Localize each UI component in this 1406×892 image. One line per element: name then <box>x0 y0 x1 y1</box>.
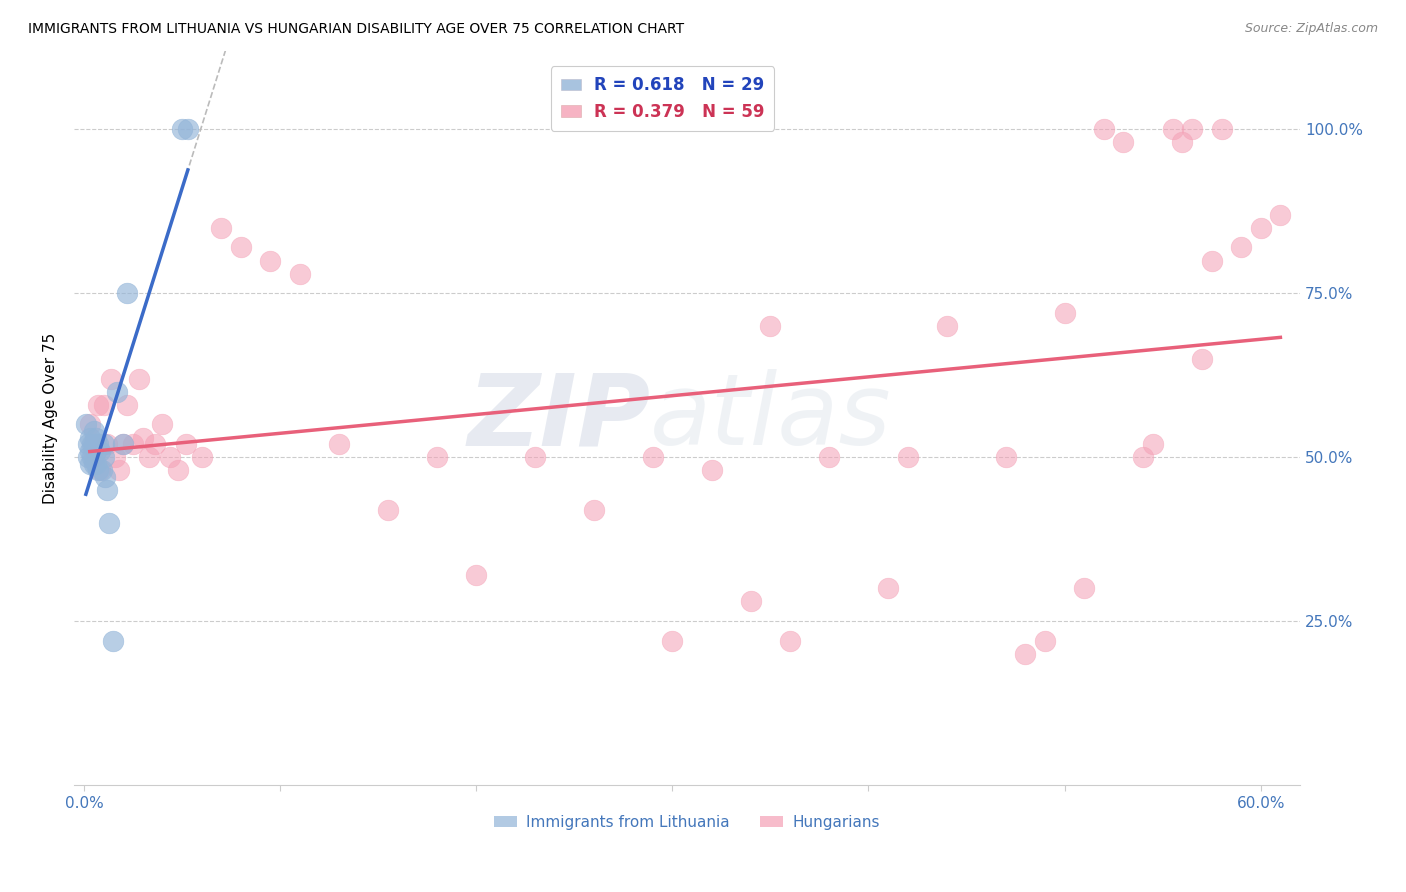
Point <box>759 319 782 334</box>
Point <box>96 437 118 451</box>
Point <box>1132 450 1154 465</box>
Point <box>84 443 107 458</box>
Point <box>96 483 118 497</box>
Point <box>98 516 121 530</box>
Point <box>103 633 125 648</box>
Point <box>79 443 101 458</box>
Text: ZIP: ZIP <box>467 369 651 467</box>
Point <box>582 502 605 516</box>
Point <box>740 594 762 608</box>
Point <box>150 417 173 432</box>
Point <box>76 450 98 465</box>
Point <box>1171 136 1194 150</box>
Point <box>177 122 200 136</box>
Point <box>90 463 112 477</box>
Point <box>100 371 122 385</box>
Point <box>936 319 959 334</box>
Point <box>1181 122 1204 136</box>
Point <box>94 470 117 484</box>
Point <box>288 267 311 281</box>
Point <box>1014 647 1036 661</box>
Point <box>86 437 108 451</box>
Point <box>1073 582 1095 596</box>
Point <box>86 463 108 477</box>
Point <box>83 457 105 471</box>
Point <box>80 450 103 465</box>
Point <box>661 633 683 648</box>
Point <box>84 431 107 445</box>
Point <box>84 457 107 471</box>
Text: IMMIGRANTS FROM LITHUANIA VS HUNGARIAN DISABILITY AGE OVER 75 CORRELATION CHART: IMMIGRANTS FROM LITHUANIA VS HUNGARIAN D… <box>28 22 685 37</box>
Point <box>1092 122 1115 136</box>
Point <box>83 424 105 438</box>
Point <box>1230 240 1253 254</box>
Point <box>328 437 350 451</box>
Point <box>93 450 115 465</box>
Point <box>76 437 98 451</box>
Point <box>209 220 232 235</box>
Point <box>779 633 801 648</box>
Point <box>877 582 900 596</box>
Point <box>143 437 166 451</box>
Point <box>108 463 131 477</box>
Point <box>167 463 190 477</box>
Point <box>112 437 135 451</box>
Point <box>83 437 105 451</box>
Point <box>1053 306 1076 320</box>
Point <box>897 450 920 465</box>
Point <box>93 437 115 451</box>
Point <box>524 450 547 465</box>
Point <box>122 437 145 451</box>
Point <box>229 240 252 254</box>
Point <box>174 437 197 451</box>
Point <box>700 463 723 477</box>
Point <box>115 398 138 412</box>
Point <box>426 450 449 465</box>
Point <box>80 437 103 451</box>
Point <box>128 371 150 385</box>
Point <box>465 568 488 582</box>
Point <box>75 417 97 432</box>
Point <box>159 450 181 465</box>
Point <box>377 502 399 516</box>
Text: atlas: atlas <box>651 369 891 467</box>
Point <box>86 398 108 412</box>
Legend: Immigrants from Lithuania, Hungarians: Immigrants from Lithuania, Hungarians <box>488 809 886 836</box>
Point <box>83 450 105 465</box>
Point <box>1250 220 1272 235</box>
Point <box>79 431 101 445</box>
Point <box>1142 437 1164 451</box>
Point <box>89 443 111 458</box>
Point <box>170 122 193 136</box>
Point <box>89 463 111 477</box>
Point <box>190 450 212 465</box>
Point <box>641 450 664 465</box>
Point <box>93 398 115 412</box>
Point <box>105 384 128 399</box>
Point <box>138 450 160 465</box>
Point <box>1112 136 1135 150</box>
Point <box>79 457 101 471</box>
Point <box>1033 633 1056 648</box>
Y-axis label: Disability Age Over 75: Disability Age Over 75 <box>44 332 58 503</box>
Point <box>112 437 135 451</box>
Point <box>104 450 127 465</box>
Point <box>79 417 101 432</box>
Point <box>1201 253 1223 268</box>
Point <box>1270 208 1292 222</box>
Point <box>1191 351 1213 366</box>
Text: Source: ZipAtlas.com: Source: ZipAtlas.com <box>1244 22 1378 36</box>
Point <box>259 253 281 268</box>
Point <box>1161 122 1184 136</box>
Point <box>132 431 155 445</box>
Point <box>1211 122 1233 136</box>
Point <box>994 450 1017 465</box>
Point <box>818 450 841 465</box>
Point <box>115 286 138 301</box>
